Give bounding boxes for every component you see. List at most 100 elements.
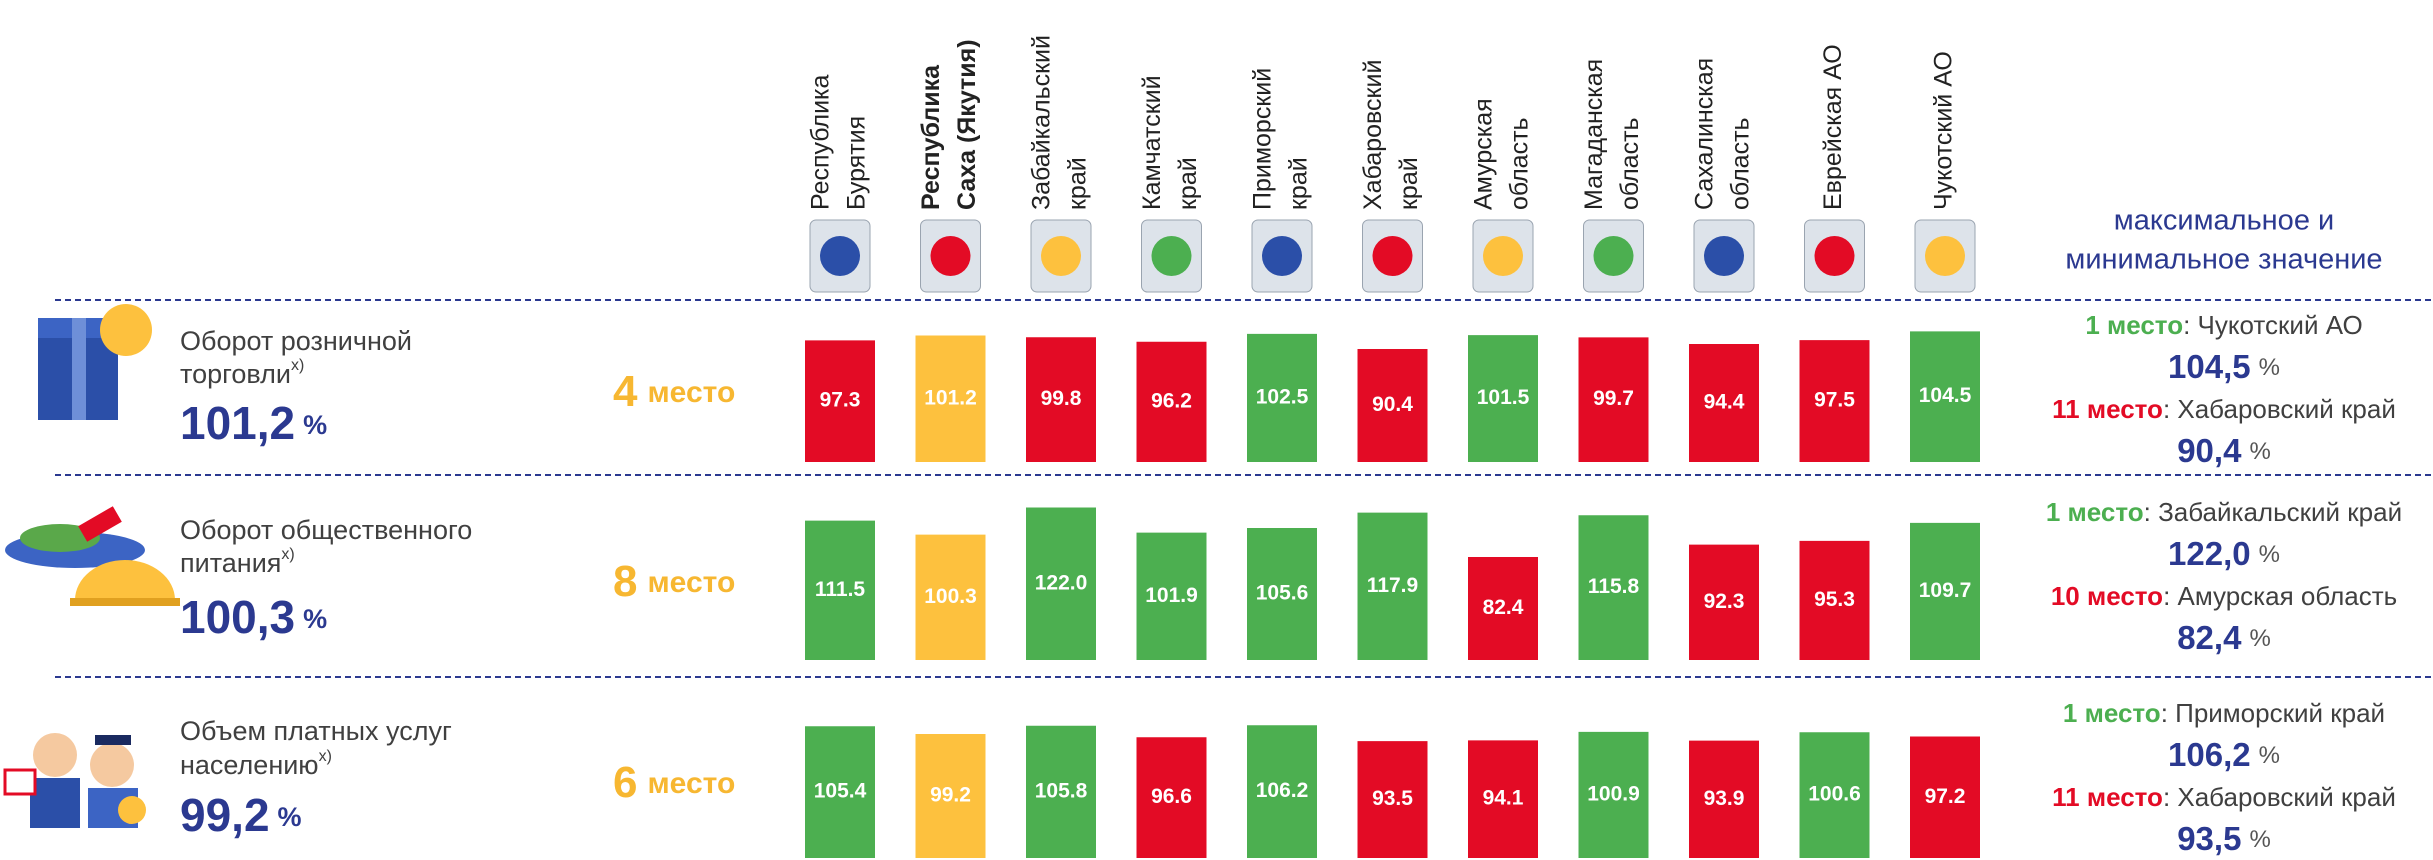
panel-title: минимальное значение: [2065, 244, 2382, 276]
row-value: 99,2%: [180, 789, 302, 841]
rank-label: 1 место: [2046, 497, 2144, 527]
value: 99,2: [180, 789, 270, 841]
row-title: Оборот розничной: [180, 326, 412, 356]
row-title: населениюx): [180, 748, 332, 780]
region-name: Республика: [917, 64, 945, 210]
rank-number: 8: [613, 557, 637, 606]
extreme-value: 90,4%: [2177, 432, 2271, 469]
bar-label: 99.2: [930, 784, 971, 807]
unit: %: [2259, 541, 2280, 568]
extreme-value: 122,0%: [2168, 535, 2280, 572]
emblem-detail: [820, 236, 860, 276]
region-name: край: [1174, 157, 1202, 210]
region-name: край: [1395, 157, 1423, 210]
extreme-value: 93,5%: [2177, 820, 2271, 857]
region-name: Саха (Якутия): [953, 39, 981, 210]
bar-label: 100.3: [924, 585, 977, 608]
bar-label: 94.1: [1483, 787, 1524, 810]
bar-label: 105.6: [1256, 582, 1309, 605]
extreme-value: 106,2%: [2168, 736, 2280, 773]
value: 90,4: [2177, 432, 2242, 469]
region-name: Приморский: [1249, 68, 1277, 210]
row-title-line: торговли: [180, 359, 291, 389]
emblem-detail: [1483, 236, 1523, 276]
region-label: : Хабаровский край: [2163, 782, 2396, 812]
region-label: : Забайкальский край: [2144, 497, 2402, 527]
region-name: область: [1506, 117, 1534, 210]
extreme-value: 82,4%: [2177, 619, 2271, 656]
bar-label: 93.5: [1372, 787, 1413, 810]
emblem-detail: [1152, 236, 1192, 276]
emblem-detail: [1594, 236, 1634, 276]
bar-label: 82.4: [1483, 596, 1524, 619]
value: 122,0: [2168, 535, 2251, 572]
region-name: область: [1727, 117, 1755, 210]
region-name: Сахалинская: [1691, 58, 1719, 210]
bar-label: 99.7: [1593, 387, 1634, 410]
emblem-detail: [1041, 236, 1081, 276]
bar-label: 97.5: [1814, 389, 1855, 412]
unit: %: [2249, 438, 2270, 465]
rank-label: 1 место: [2063, 698, 2161, 728]
region-label: : Приморский край: [2161, 698, 2385, 728]
row-value: 101,2%: [180, 397, 327, 449]
footnote-mark: x): [291, 357, 304, 374]
rank-word: место: [647, 566, 735, 599]
emblem-detail: [1925, 236, 1965, 276]
infographic: максимальное и минимальное значение Респ…: [0, 0, 2433, 860]
bar-label: 111.5: [815, 578, 866, 601]
value: 82,4: [2177, 619, 2242, 656]
extreme-rank: 10 место: Амурская область: [2051, 581, 2397, 611]
bar-label: 93.9: [1704, 787, 1745, 810]
extreme-rank: 1 место: Чукотский АО: [2085, 310, 2362, 340]
bar-label: 100.9: [1587, 782, 1640, 805]
region-name: Чукотский АО: [1930, 51, 1958, 210]
rank-number: 6: [613, 758, 637, 807]
region-label: : Амурская область: [2163, 581, 2397, 611]
bar-label: 101.9: [1145, 584, 1198, 607]
region-name: край: [1285, 157, 1313, 210]
region-name: Бурятия: [843, 116, 871, 210]
extreme-rank: 1 место: Забайкальский край: [2046, 497, 2402, 527]
unit: %: [303, 604, 327, 634]
region-name: Камчатский: [1138, 75, 1166, 210]
region-name: Республика: [807, 74, 835, 210]
retail-icon: [38, 304, 152, 420]
value: 100,3: [180, 591, 295, 643]
region-name: область: [1616, 117, 1644, 210]
value: 101,2: [180, 397, 295, 449]
bar-label: 100.6: [1808, 783, 1861, 806]
bar-label: 117.9: [1367, 574, 1418, 597]
extreme-rank: 11 место: Хабаровский край: [2052, 394, 2396, 424]
bar-label: 122.0: [1035, 571, 1088, 594]
bar-label: 102.5: [1256, 385, 1309, 408]
rank-word: место: [647, 376, 735, 409]
region-name: край: [1064, 157, 1092, 210]
emblem-detail: [931, 236, 971, 276]
row-title: питанияx): [180, 546, 295, 578]
region-name: Магаданская: [1580, 59, 1608, 210]
row-title: Оборот общественного: [180, 515, 472, 545]
region-name: Еврейская АО: [1819, 44, 1847, 210]
unit: %: [2249, 826, 2270, 853]
rank-label: 11 место: [2052, 782, 2163, 812]
region-name: Забайкальский: [1028, 35, 1056, 210]
unit: %: [2259, 354, 2280, 381]
bar-label: 109.7: [1919, 579, 1972, 602]
row-title: торговлиx): [180, 357, 304, 389]
catering-icon: [5, 506, 180, 606]
footnote-mark: x): [319, 748, 332, 765]
bar-label: 97.3: [820, 389, 861, 412]
services-icon: [5, 733, 146, 828]
unit: %: [2249, 625, 2270, 652]
rank-word: место: [647, 767, 735, 800]
rank-label: 10 место: [2051, 581, 2163, 611]
bar-label: 101.2: [924, 386, 977, 409]
unit: %: [303, 410, 327, 440]
region-label: : Чукотский АО: [2183, 310, 2363, 340]
row-title-line: населению: [180, 750, 319, 780]
region-name: Хабаровский: [1359, 60, 1387, 210]
rank-number: 4: [613, 367, 638, 416]
bar-label: 106.2: [1256, 779, 1309, 802]
bar-label: 92.3: [1704, 590, 1745, 613]
